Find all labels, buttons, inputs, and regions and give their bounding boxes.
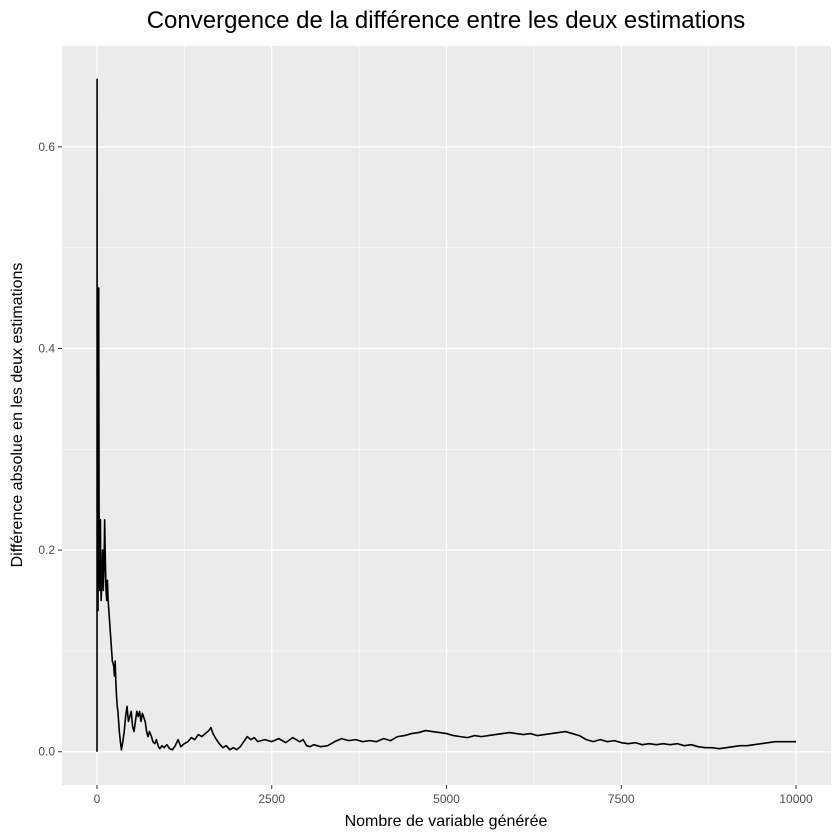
x-tick-label: 7500	[608, 792, 635, 806]
y-axis-ticks: 0.0 0.2 0.4 0.6	[38, 140, 62, 759]
x-axis-ticks: 0 2500 5000 7500 10000	[94, 785, 813, 806]
series-line	[96, 78, 797, 752]
chart-title: Convergence de la différence entre les d…	[147, 7, 746, 34]
y-tick-label: 0.0	[38, 745, 55, 759]
x-tick-label: 5000	[433, 792, 460, 806]
x-tick-label: 10000	[779, 792, 813, 806]
y-tick-label: 0.2	[38, 543, 55, 557]
y-tick-label: 0.6	[38, 140, 55, 154]
x-tick-label: 0	[94, 792, 101, 806]
x-axis-title: Nombre de variable générée	[345, 813, 548, 830]
y-axis-title: Différence absolue en les deux estimatio…	[9, 263, 26, 568]
y-tick-label: 0.4	[38, 341, 55, 355]
x-tick-label: 2500	[258, 792, 285, 806]
